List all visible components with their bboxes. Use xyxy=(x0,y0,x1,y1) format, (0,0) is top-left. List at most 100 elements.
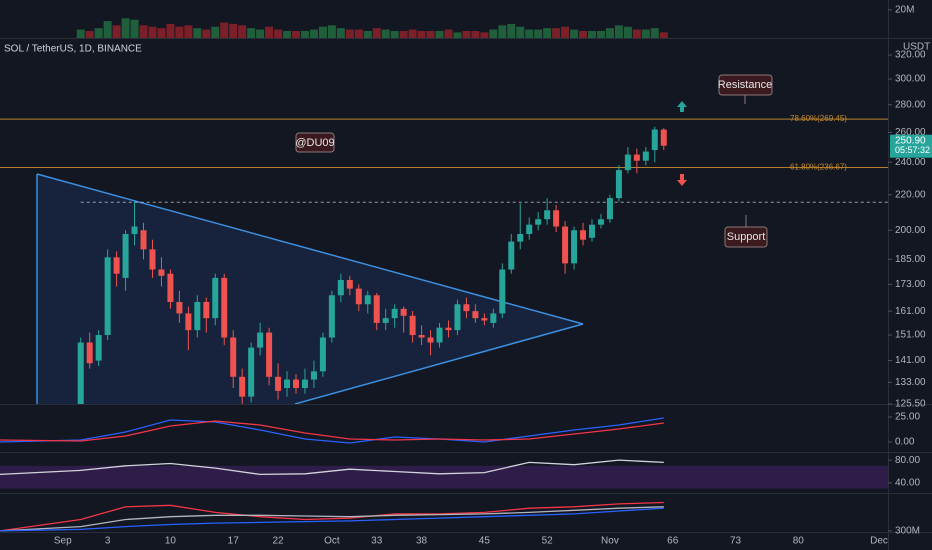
volume-bar xyxy=(148,26,157,38)
indicator-line xyxy=(0,417,664,444)
y-tick-label: 260.00 xyxy=(895,127,926,138)
candle-body xyxy=(400,308,407,316)
last-price-tag xyxy=(890,134,932,158)
rsi-band xyxy=(0,465,888,489)
candle-body xyxy=(436,327,443,343)
indicator-line xyxy=(0,501,664,532)
volume-bar xyxy=(596,30,605,38)
symbol-title: SOL / TetherUS, 1D, BINANCE xyxy=(4,44,142,55)
candle-body xyxy=(167,273,174,302)
candle-body xyxy=(212,277,219,319)
candle-body xyxy=(257,332,264,348)
candle-body xyxy=(203,301,210,319)
volume-bar xyxy=(283,30,292,38)
candle-body xyxy=(382,318,389,323)
support-note: Support xyxy=(724,215,768,248)
candle-body xyxy=(131,226,138,234)
candle-body xyxy=(319,337,326,372)
indicator-line xyxy=(0,506,664,532)
y-tick-label: 200.00 xyxy=(895,225,926,236)
candle-body xyxy=(230,337,237,377)
x-tick-label: 52 xyxy=(542,536,554,547)
candle-body xyxy=(293,379,299,389)
candle-body xyxy=(158,269,165,276)
volume-bar xyxy=(247,28,256,38)
volume-bar xyxy=(570,29,579,38)
volume-bar xyxy=(507,23,516,38)
indicator-line xyxy=(0,459,664,476)
candle-body xyxy=(490,313,497,323)
price-pane xyxy=(0,118,888,404)
candle-body xyxy=(615,170,622,199)
candle-body xyxy=(86,342,93,364)
support-text: Support xyxy=(727,231,766,243)
candle-body xyxy=(499,269,506,314)
indicator-line xyxy=(0,507,664,532)
volume-bar xyxy=(399,30,408,38)
author-text: @DU09 xyxy=(295,137,334,149)
resistance-note: Resistance xyxy=(718,74,773,104)
candle-body xyxy=(571,230,578,264)
volume-bar xyxy=(623,26,632,38)
y-tick-label: 220.00 xyxy=(895,189,926,200)
candle-body xyxy=(185,313,192,331)
volume-bar xyxy=(372,28,381,38)
x-tick-label: 22 xyxy=(272,536,284,547)
volume-bar xyxy=(579,30,588,38)
volume-bar xyxy=(408,29,417,38)
candle-body xyxy=(194,301,201,331)
volume-bar xyxy=(318,26,327,38)
volume-bar xyxy=(336,28,345,38)
triangle-lower xyxy=(294,323,584,404)
x-tick-label: 45 xyxy=(479,536,491,547)
x-tick-label: Sep xyxy=(54,536,72,547)
volume-bar xyxy=(265,26,274,38)
candle-body xyxy=(535,219,542,225)
y-tick-label: 151.00 xyxy=(895,330,926,341)
candle-body xyxy=(597,219,604,225)
y-tick-label: 161.00 xyxy=(895,306,926,317)
candle-body xyxy=(310,371,317,380)
indicator-line xyxy=(0,420,664,442)
y-tick-label: 80.00 xyxy=(895,455,920,466)
y-tick-label: 133.00 xyxy=(895,377,926,388)
volume-bar xyxy=(480,32,489,38)
volume-bar xyxy=(588,30,596,38)
candle-body xyxy=(544,210,551,220)
volume-bar xyxy=(256,29,265,38)
candle-body xyxy=(239,376,246,397)
candle-body xyxy=(301,379,308,389)
candle-body xyxy=(391,308,398,319)
volume-bar xyxy=(193,28,202,38)
last-price-label: 250.90 xyxy=(895,135,926,146)
candle-body xyxy=(445,327,452,331)
volume-bar xyxy=(112,25,121,38)
candle-body xyxy=(633,154,640,161)
candle-body xyxy=(409,315,416,336)
candle-body xyxy=(427,337,434,343)
y-tick-label: 240.00 xyxy=(895,157,926,168)
candle-body xyxy=(284,379,291,389)
volume-bar xyxy=(471,30,480,38)
candle-body xyxy=(266,332,273,377)
volume-bar xyxy=(139,25,148,38)
candle-body xyxy=(660,129,667,146)
candle-body xyxy=(526,224,533,234)
volume-bar xyxy=(354,29,363,38)
volume-bar xyxy=(103,21,112,38)
triangle-fill xyxy=(37,174,583,404)
volume-bar xyxy=(229,23,238,38)
candle-body xyxy=(355,288,362,305)
volume-bar xyxy=(605,28,614,38)
volume-bar xyxy=(390,30,399,38)
volume-bar xyxy=(534,29,543,38)
candle-body xyxy=(553,210,560,227)
volume-bar xyxy=(175,26,184,38)
volume-bar xyxy=(211,26,220,38)
x-tick-label: 3 xyxy=(105,536,111,547)
candle-body xyxy=(508,241,515,270)
level-label: 61.80%(236.67) xyxy=(790,163,847,172)
candle-body xyxy=(328,295,335,338)
x-tick-label: 33 xyxy=(371,536,383,547)
x-tick-label: Nov xyxy=(601,536,619,547)
